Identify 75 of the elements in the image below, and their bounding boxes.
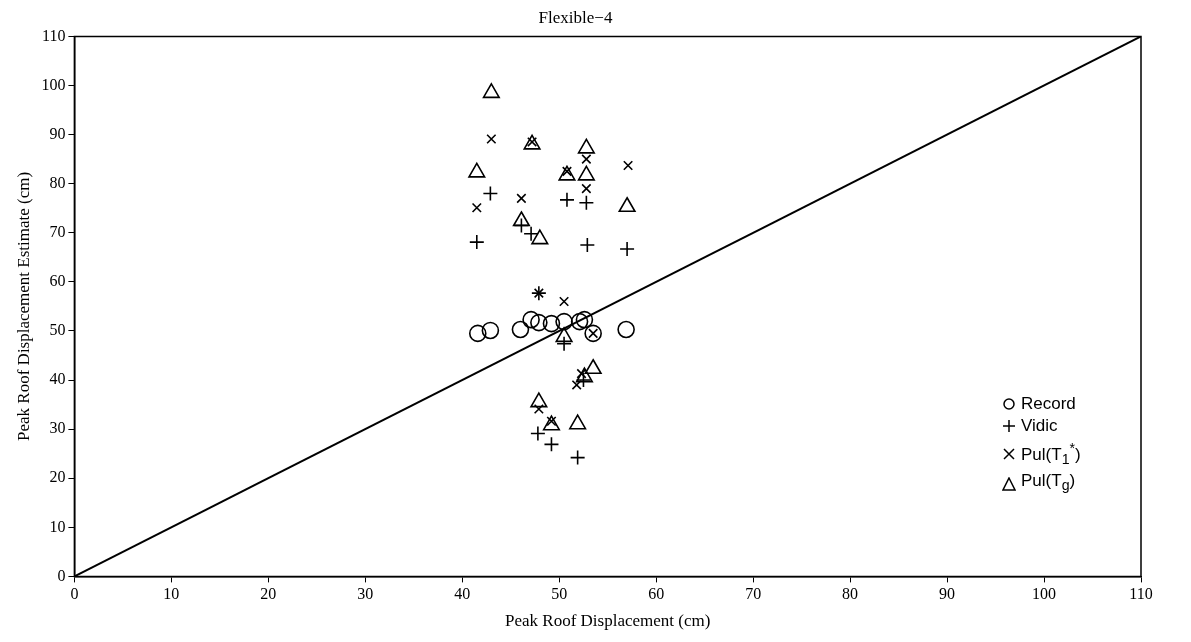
y-tick-label: 40 [49, 370, 66, 388]
point [486, 133, 497, 145]
point [619, 241, 635, 257]
y-axis-title: Peak Roof Displacement Estimate (cm) [13, 171, 33, 441]
y-tick-label: 20 [49, 468, 66, 486]
legend-label: Pul(T$_{g}$) [1021, 470, 1076, 496]
point [581, 183, 592, 194]
x-tick-label: 0 [70, 585, 79, 603]
point [543, 436, 560, 453]
y-tick-label: 80 [49, 173, 66, 191]
point [579, 237, 596, 253]
point [618, 196, 636, 213]
point [481, 321, 500, 340]
point [531, 229, 549, 245]
point [577, 138, 595, 154]
y-tick-label: 60 [49, 272, 66, 290]
point [523, 134, 541, 150]
y-tick-label: 70 [49, 222, 66, 240]
point [468, 162, 486, 178]
x-tick-label: 110 [1129, 585, 1153, 603]
y-tick-label: 100 [41, 75, 66, 93]
point [555, 312, 573, 331]
y-tick-label: 10 [49, 517, 66, 535]
x-tick-label: 10 [163, 585, 180, 603]
point [533, 403, 544, 415]
x-axis-title: Peak Roof Displacement (cm) [505, 611, 711, 631]
point [559, 192, 575, 208]
x-tick-label: 90 [939, 585, 956, 603]
x-tick-label: 30 [357, 585, 374, 603]
point [522, 310, 540, 329]
point [575, 367, 594, 383]
point [555, 327, 573, 343]
point [530, 392, 548, 408]
legend-label: Pul(T$_{1}$$^{*}$) [1021, 439, 1081, 470]
x-tick-label: 100 [1032, 585, 1057, 603]
point [569, 449, 586, 466]
point [530, 425, 546, 442]
point [559, 296, 570, 307]
point [516, 193, 527, 204]
point [577, 165, 595, 181]
point [511, 320, 530, 339]
y-tick-label: 90 [49, 124, 66, 142]
point [578, 195, 595, 211]
x-tick-label: 40 [454, 585, 471, 603]
point [482, 185, 499, 202]
point [584, 358, 602, 375]
x-tick-label: 20 [260, 585, 277, 603]
point [542, 314, 561, 333]
y-tick-label: 30 [49, 419, 66, 437]
point [482, 83, 500, 99]
point [512, 211, 530, 227]
legend-label: Vidic [1021, 415, 1058, 438]
point [471, 202, 482, 213]
x-tick-label: 70 [745, 585, 762, 603]
point [570, 312, 589, 331]
x-tick-label: 50 [551, 585, 568, 603]
point [571, 379, 582, 390]
point [556, 335, 572, 352]
x-tick-label: 80 [842, 585, 859, 603]
y-tick-label: 50 [49, 321, 66, 339]
point [623, 160, 634, 171]
point [584, 324, 602, 343]
legend-label: Record [1021, 393, 1076, 416]
point [468, 324, 487, 343]
point [558, 165, 576, 181]
point [575, 310, 594, 329]
point [469, 234, 485, 250]
x-tick-label: 60 [648, 585, 665, 603]
point [581, 154, 592, 165]
point [575, 372, 592, 388]
y-tick-label: 0 [57, 566, 66, 584]
point [617, 320, 635, 339]
y-tick-label: 110 [41, 26, 66, 44]
point [530, 313, 548, 332]
chart-title: Flexible−4 [538, 7, 613, 27]
